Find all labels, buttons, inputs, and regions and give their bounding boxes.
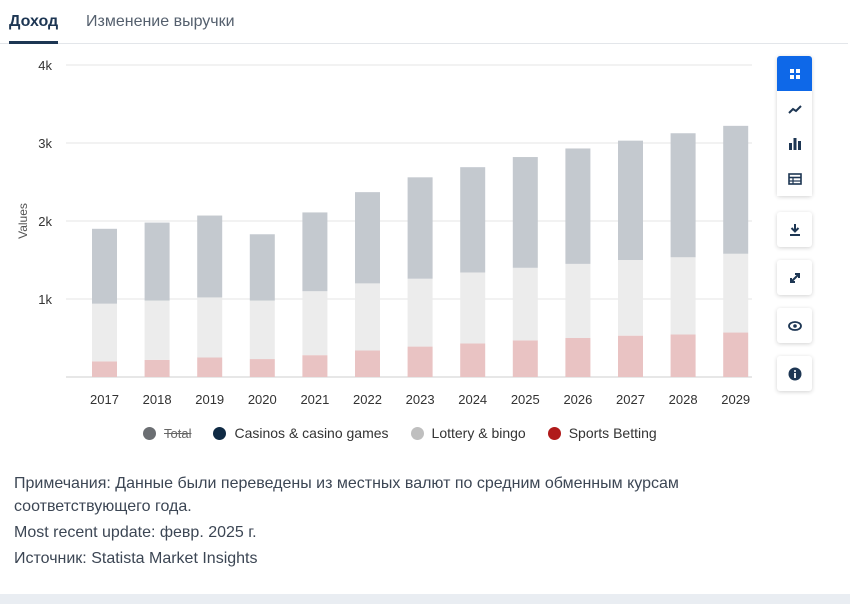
bar-segment [197, 215, 223, 298]
bar-segment [618, 335, 643, 377]
bar-segment [144, 222, 170, 301]
bar-segment [723, 125, 749, 254]
eye-icon [787, 320, 802, 331]
bar-segment [302, 212, 328, 292]
remarks-text: Примечания: Данные были переведены из ме… [14, 475, 679, 515]
legend-item-casinos[interactable]: Casinos & casino games [213, 425, 389, 441]
bar-segment [618, 140, 643, 260]
view-button[interactable] [777, 308, 812, 343]
bar-segment [565, 263, 591, 338]
table-view-button[interactable] [777, 161, 812, 196]
bar-segment [460, 167, 486, 273]
legend-dot [547, 426, 561, 440]
legend-item-sports-betting[interactable]: Sports Betting [547, 425, 657, 441]
bar-segment [355, 350, 380, 377]
y-axis-label: Values [16, 203, 30, 239]
bar-segment [249, 300, 275, 360]
y-tick-label: 3k [38, 136, 52, 151]
bar-segment [670, 257, 696, 335]
x-tick-label: 2017 [90, 392, 119, 407]
grid-view-button[interactable] [777, 56, 812, 91]
expand-icon [789, 272, 800, 283]
bar-segment [92, 228, 117, 304]
download-button[interactable] [777, 212, 812, 247]
bar-segment [723, 332, 749, 377]
x-tick-label: 2020 [248, 392, 277, 407]
x-tick-label: 2027 [616, 392, 645, 407]
bar-segment [197, 297, 223, 358]
bar-segment [302, 291, 328, 356]
tab-revenue-change[interactable]: Изменение выручки [86, 13, 235, 30]
active-tab-indicator [9, 41, 58, 44]
grid-view-icon [789, 68, 800, 79]
legend-label: Total [164, 425, 192, 441]
bar-segment [460, 272, 486, 344]
legend-label: Lottery & bingo [431, 425, 526, 441]
x-tick-label: 2025 [511, 392, 540, 407]
bar-chart-icon [788, 137, 801, 150]
bar-segment [355, 283, 380, 351]
line-chart-icon [787, 104, 802, 114]
bar-segment [197, 357, 223, 377]
y-tick-label: 2k [38, 214, 52, 229]
bar-segment [355, 192, 380, 284]
legend-label: Sports Betting [568, 425, 657, 441]
source-text: Источник: Statista Market Insights [14, 550, 258, 567]
bar-segment [565, 148, 591, 264]
bar-segment [249, 359, 275, 377]
x-tick-label: 2024 [458, 392, 487, 407]
bar-segment [144, 359, 170, 377]
y-tick-label: 1k [38, 292, 52, 307]
bar-segment [618, 260, 643, 336]
bar-segment [144, 300, 170, 360]
footer-bar [0, 594, 850, 604]
x-tick-label: 2019 [195, 392, 224, 407]
x-tick-label: 2029 [721, 392, 750, 407]
legend-item-lottery[interactable]: Lottery & bingo [410, 425, 526, 441]
tab-bar: Доход Изменение выручки [0, 0, 848, 44]
bar-segment [723, 253, 749, 333]
y-tick-label: 4k [38, 58, 52, 73]
update-text: Most recent update: февр. 2025 г. [14, 524, 257, 541]
legend-label: Casinos & casino games [234, 425, 389, 441]
line-chart-button[interactable] [777, 91, 812, 126]
bar-segment [460, 343, 486, 377]
x-tick-label: 2026 [563, 392, 592, 407]
bar-segment [92, 361, 117, 377]
stacked-bar-chart: 1k 2k 3k 4k Values 2017 2018 2019 2020 2021 2022 20… [16, 58, 752, 407]
x-tick-label: 2028 [669, 392, 698, 407]
legend-dot [213, 426, 227, 440]
bar-segment [407, 346, 433, 377]
bar-segment [512, 157, 538, 268]
bar-segment [565, 338, 591, 377]
bar-segment [407, 278, 433, 347]
x-tick-label: 2022 [353, 392, 382, 407]
x-tick-label: 2021 [300, 392, 329, 407]
bar-segment [512, 340, 538, 377]
bar-segment [670, 334, 696, 377]
legend-item-total[interactable]: Total [143, 425, 191, 441]
bar-segment [249, 234, 275, 301]
info-button[interactable] [777, 356, 812, 391]
info-icon [788, 367, 801, 380]
bar-segment [670, 133, 696, 258]
bar-chart-button[interactable] [777, 126, 812, 161]
download-icon [789, 224, 800, 236]
bar-segment [512, 267, 538, 341]
x-tick-label: 2018 [143, 392, 172, 407]
legend-dot [143, 426, 156, 440]
bar-segment [407, 177, 433, 279]
legend-dot [410, 426, 424, 440]
tab-revenue[interactable]: Доход [9, 13, 59, 30]
chart-notes: Примечания: Данные были переведены из ме… [14, 472, 754, 573]
chart-type-group [777, 56, 812, 196]
bar-segment [302, 355, 328, 377]
expand-button[interactable] [777, 260, 812, 295]
table-icon [787, 172, 802, 185]
chart-legend: Total Casinos & casino games Lottery & b… [143, 425, 679, 441]
x-tick-label: 2023 [406, 392, 435, 407]
bar-segment [92, 303, 117, 362]
